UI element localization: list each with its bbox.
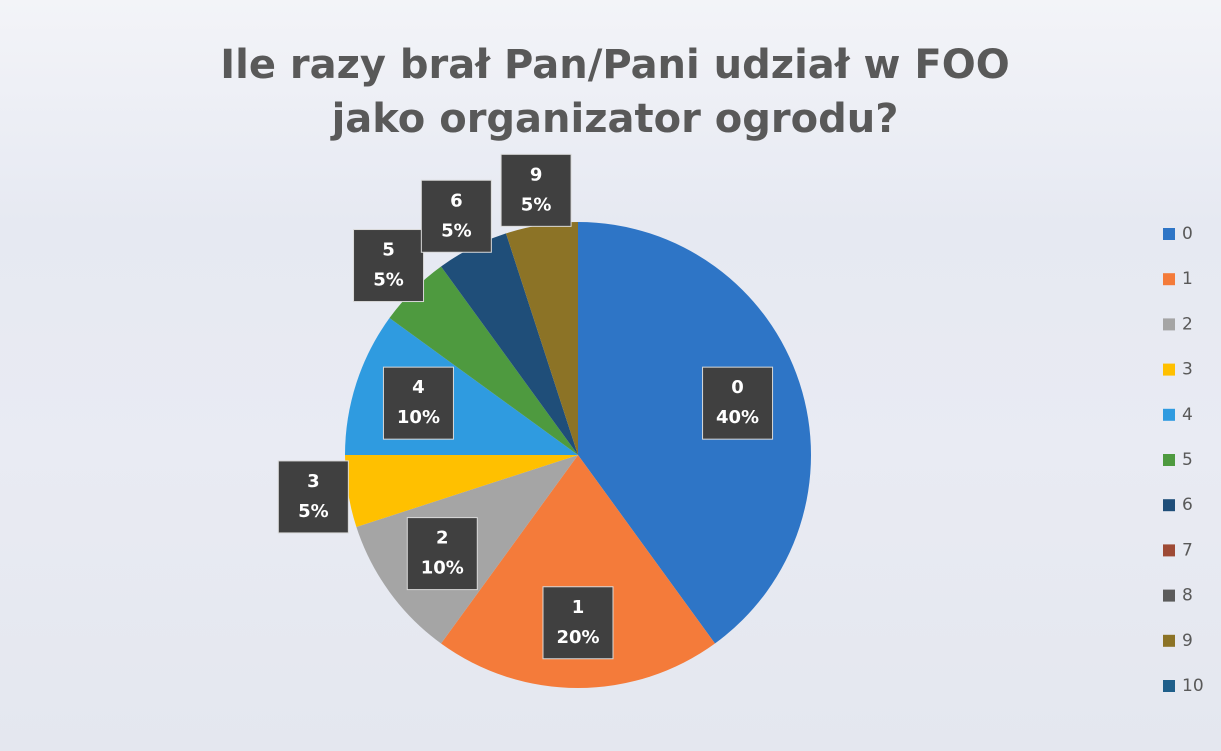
data-label: 95% xyxy=(500,153,572,227)
data-label-value: 10% xyxy=(421,558,464,579)
data-label-box xyxy=(702,366,774,440)
data-label-value: 5% xyxy=(441,220,472,241)
data-label-category: 1 xyxy=(572,597,585,618)
data-label: 65% xyxy=(420,179,492,253)
chart-title: Ile razy brał Pan/Pani udział w FOO jako… xyxy=(220,42,1010,142)
legend-swatch xyxy=(1163,273,1175,286)
pie-slice xyxy=(345,455,578,528)
data-label: 120% xyxy=(542,586,614,660)
legend-label: 6 xyxy=(1182,495,1193,515)
data-label-box xyxy=(406,517,478,591)
legend-label: 0 xyxy=(1182,224,1193,244)
data-label-category: 9 xyxy=(530,164,543,185)
legend-swatch xyxy=(1163,318,1175,331)
data-label-category: 2 xyxy=(436,528,449,549)
legend-swatch xyxy=(1163,499,1175,512)
legend-swatch xyxy=(1163,363,1175,376)
data-label: 210% xyxy=(406,517,478,591)
data-label-category: 4 xyxy=(412,377,425,398)
pie-slice xyxy=(441,233,578,455)
data-label-box xyxy=(353,229,425,303)
legend-label: 9 xyxy=(1182,631,1193,651)
legend-swatch xyxy=(1163,680,1175,692)
legend-swatch xyxy=(1163,408,1175,421)
data-label-box xyxy=(500,153,572,227)
pie-slice xyxy=(505,222,578,455)
data-label-box xyxy=(542,586,614,660)
pie-slice xyxy=(441,455,715,688)
pie-slice xyxy=(578,222,811,644)
legend-label: 4 xyxy=(1182,405,1193,425)
pie-slice xyxy=(389,266,578,455)
data-label-value: 5% xyxy=(298,501,329,522)
data-label-value: 20% xyxy=(556,627,599,648)
legend-label: 10 xyxy=(1182,676,1204,696)
legend-swatch xyxy=(1163,544,1175,557)
data-label-value: 5% xyxy=(521,194,552,215)
data-label-value: 10% xyxy=(397,407,440,428)
data-label-category: 5 xyxy=(382,240,395,261)
legend-swatch xyxy=(1163,454,1175,466)
data-label-category: 3 xyxy=(307,471,320,492)
data-label: 040% xyxy=(702,366,774,440)
legend-label: 2 xyxy=(1182,314,1193,334)
legend-swatch xyxy=(1163,589,1175,602)
legend-label: 1 xyxy=(1182,269,1193,289)
data-label-category: 0 xyxy=(731,377,744,398)
data-label-box xyxy=(382,366,454,440)
data-label-value: 40% xyxy=(716,407,759,428)
data-label: 35% xyxy=(277,460,349,534)
legend-label: 8 xyxy=(1182,586,1193,606)
data-label-value: 5% xyxy=(373,270,404,291)
legend-label: 7 xyxy=(1182,540,1193,560)
legend-label: 5 xyxy=(1182,450,1193,470)
legend-label: 3 xyxy=(1182,360,1193,380)
data-label-category: 6 xyxy=(450,190,463,211)
data-label: 410% xyxy=(382,366,454,440)
data-label: 55% xyxy=(353,229,425,303)
data-label-box xyxy=(277,460,349,534)
legend-swatch xyxy=(1163,228,1175,240)
legend-swatch xyxy=(1163,634,1175,647)
data-label-box xyxy=(420,179,492,253)
